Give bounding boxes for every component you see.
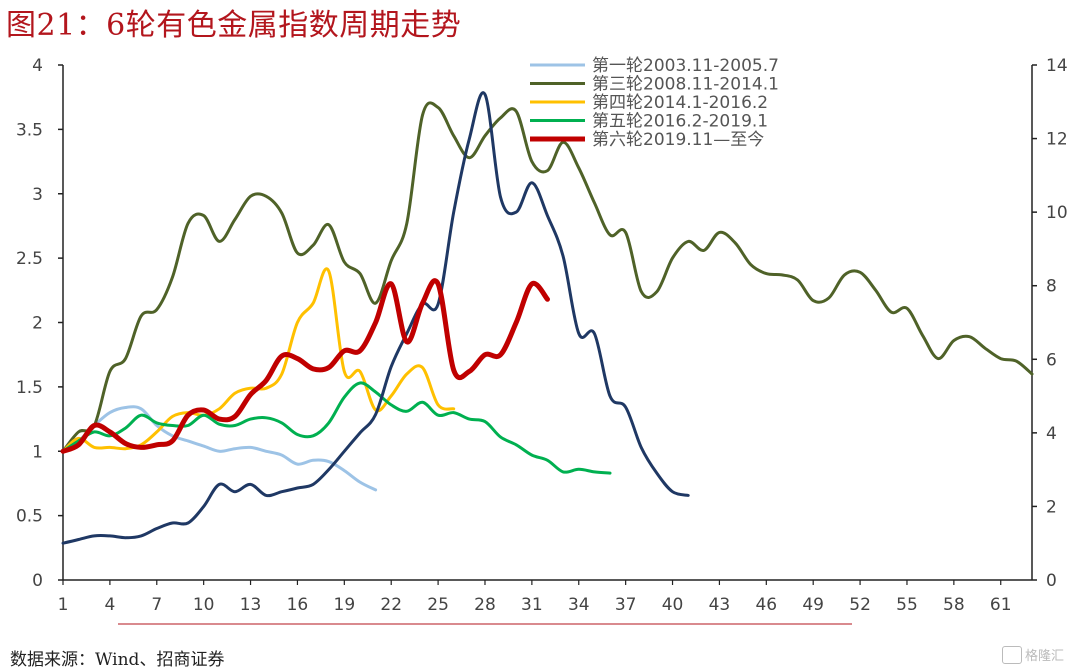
- chart-series-lines: [60, 91, 1034, 545]
- series-line-3: [61, 267, 456, 453]
- right-y-tick-label: 14: [1046, 56, 1068, 76]
- source-note: 数据来源：Wind、招商证券: [10, 650, 225, 670]
- right-y-tick-label: 6: [1046, 350, 1057, 370]
- right-y-tick-label: 4: [1046, 424, 1057, 444]
- x-tick-label: 31: [521, 595, 543, 615]
- legend-label-3: 第四轮2014.1-2016.2: [592, 93, 768, 113]
- x-tick-label: 16: [287, 595, 309, 615]
- left-y-tick-label: 2: [32, 314, 43, 334]
- x-tick-label: 4: [104, 595, 115, 615]
- left-y-tick-label: 1: [32, 442, 43, 462]
- series-line-4: [61, 381, 612, 475]
- chart-title: 图21：6轮有色金属指数周期走势: [6, 8, 462, 43]
- series-line-5: [60, 278, 550, 454]
- x-tick-label: 10: [193, 595, 215, 615]
- x-tick-label: 52: [849, 595, 871, 615]
- right-y-tick-label: 0: [1046, 571, 1057, 591]
- x-tick-label: 43: [709, 595, 731, 615]
- left-y-tick-label: 0.5: [16, 507, 43, 527]
- x-tick-label: 7: [151, 595, 162, 615]
- x-tick-label: 34: [568, 595, 590, 615]
- chart-legend: 第一轮2003.11-2005.7第三轮2008.11-2014.1第四轮201…: [530, 56, 779, 150]
- left-y-tick-label: 3.5: [16, 120, 43, 140]
- legend-label-1: 第一轮2003.11-2005.7: [592, 56, 779, 76]
- right-y-tick-label: 2: [1046, 497, 1057, 517]
- x-tick-label: 19: [334, 595, 356, 615]
- series-line-1: [61, 405, 378, 492]
- x-tick-label: 61: [990, 595, 1012, 615]
- x-tick-label: 22: [380, 595, 402, 615]
- right-y-tick-label: 10: [1046, 203, 1068, 223]
- left-y-tick-label: 1.5: [16, 378, 43, 398]
- x-tick-label: 58: [943, 595, 965, 615]
- watermark-text: 格隆汇: [1025, 649, 1065, 664]
- watermark-icon: [1002, 645, 1022, 664]
- legend-label-5: 第六轮2019.11—至今: [592, 130, 764, 150]
- legend-label-2: 第三轮2008.11-2014.1: [592, 75, 779, 95]
- left-y-tick-label: 4: [32, 56, 43, 76]
- x-tick-label: 25: [427, 595, 449, 615]
- left-y-tick-label: 3: [32, 185, 43, 205]
- right-y-tick-label: 12: [1046, 130, 1068, 150]
- left-y-tick-label: 0: [32, 571, 43, 591]
- x-tick-label: 40: [662, 595, 684, 615]
- series-line-2: [61, 101, 1034, 453]
- x-tick-label: 1: [58, 595, 69, 615]
- x-tick-label: 37: [615, 595, 637, 615]
- x-tick-label: 28: [474, 595, 496, 615]
- x-tick-label: 13: [240, 595, 262, 615]
- watermark-logo: 格隆汇: [1002, 645, 1066, 667]
- x-tick-label: 55: [896, 595, 918, 615]
- right-y-tick-label: 8: [1046, 277, 1057, 297]
- x-tick-label: 46: [755, 595, 777, 615]
- series-line-6: [61, 91, 690, 545]
- x-tick-label: 49: [802, 595, 824, 615]
- legend-label-4: 第五轮2016.2-2019.1: [592, 112, 768, 132]
- left-y-tick-label: 2.5: [16, 249, 43, 269]
